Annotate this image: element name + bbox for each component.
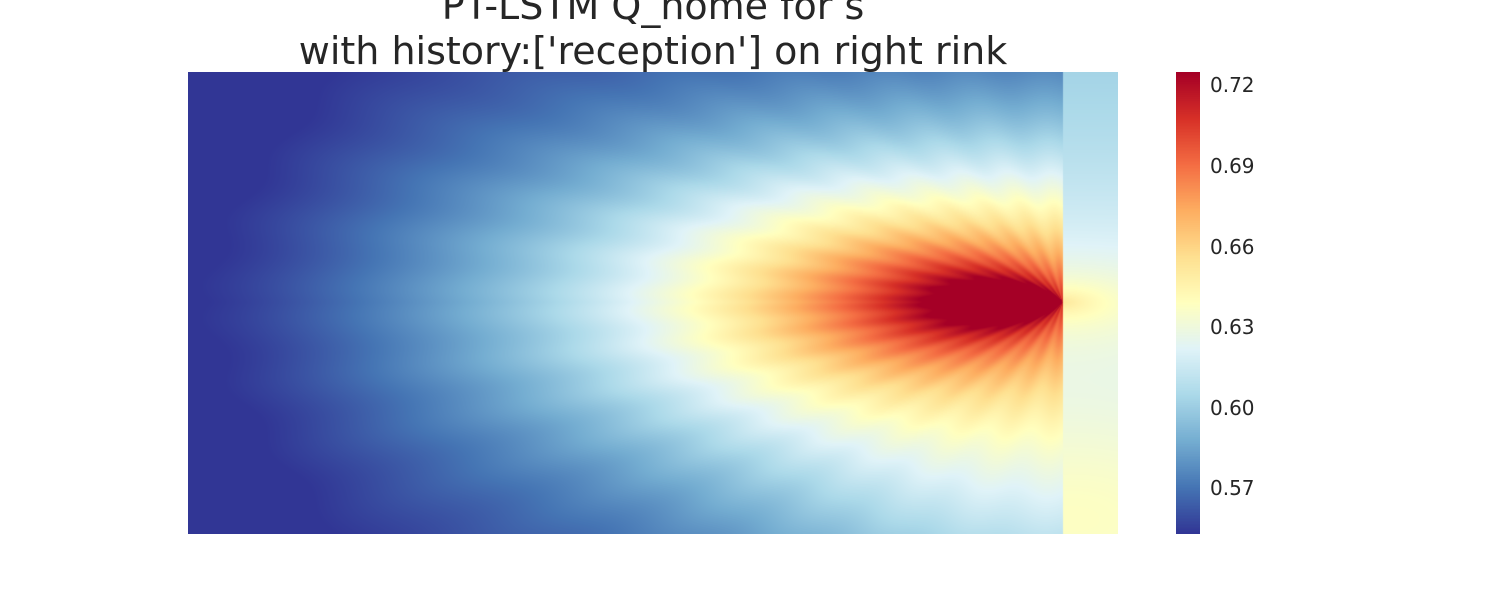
chart-title-line-1: PT-LSTM Q_home for s [441,0,865,28]
heatmap-plot [188,72,1118,534]
colorbar-tick-label: 0.57 [1210,476,1255,501]
colorbar-ticks: 0.57 0.60 0.63 0.66 0.69 0.72 [1200,72,1320,534]
colorbar-tick-label: 0.69 [1210,154,1255,178]
colorbar [1176,72,1200,534]
chart-title-line-2: with history:['reception'] on right rink [298,29,1008,73]
colorbar-tick-label: 0.60 [1210,395,1255,420]
colorbar-tick-label: 0.66 [1210,234,1255,259]
colorbar-tick-label: 0.72 [1210,73,1255,98]
colorbar-tick-label: 0.63 [1210,315,1255,340]
